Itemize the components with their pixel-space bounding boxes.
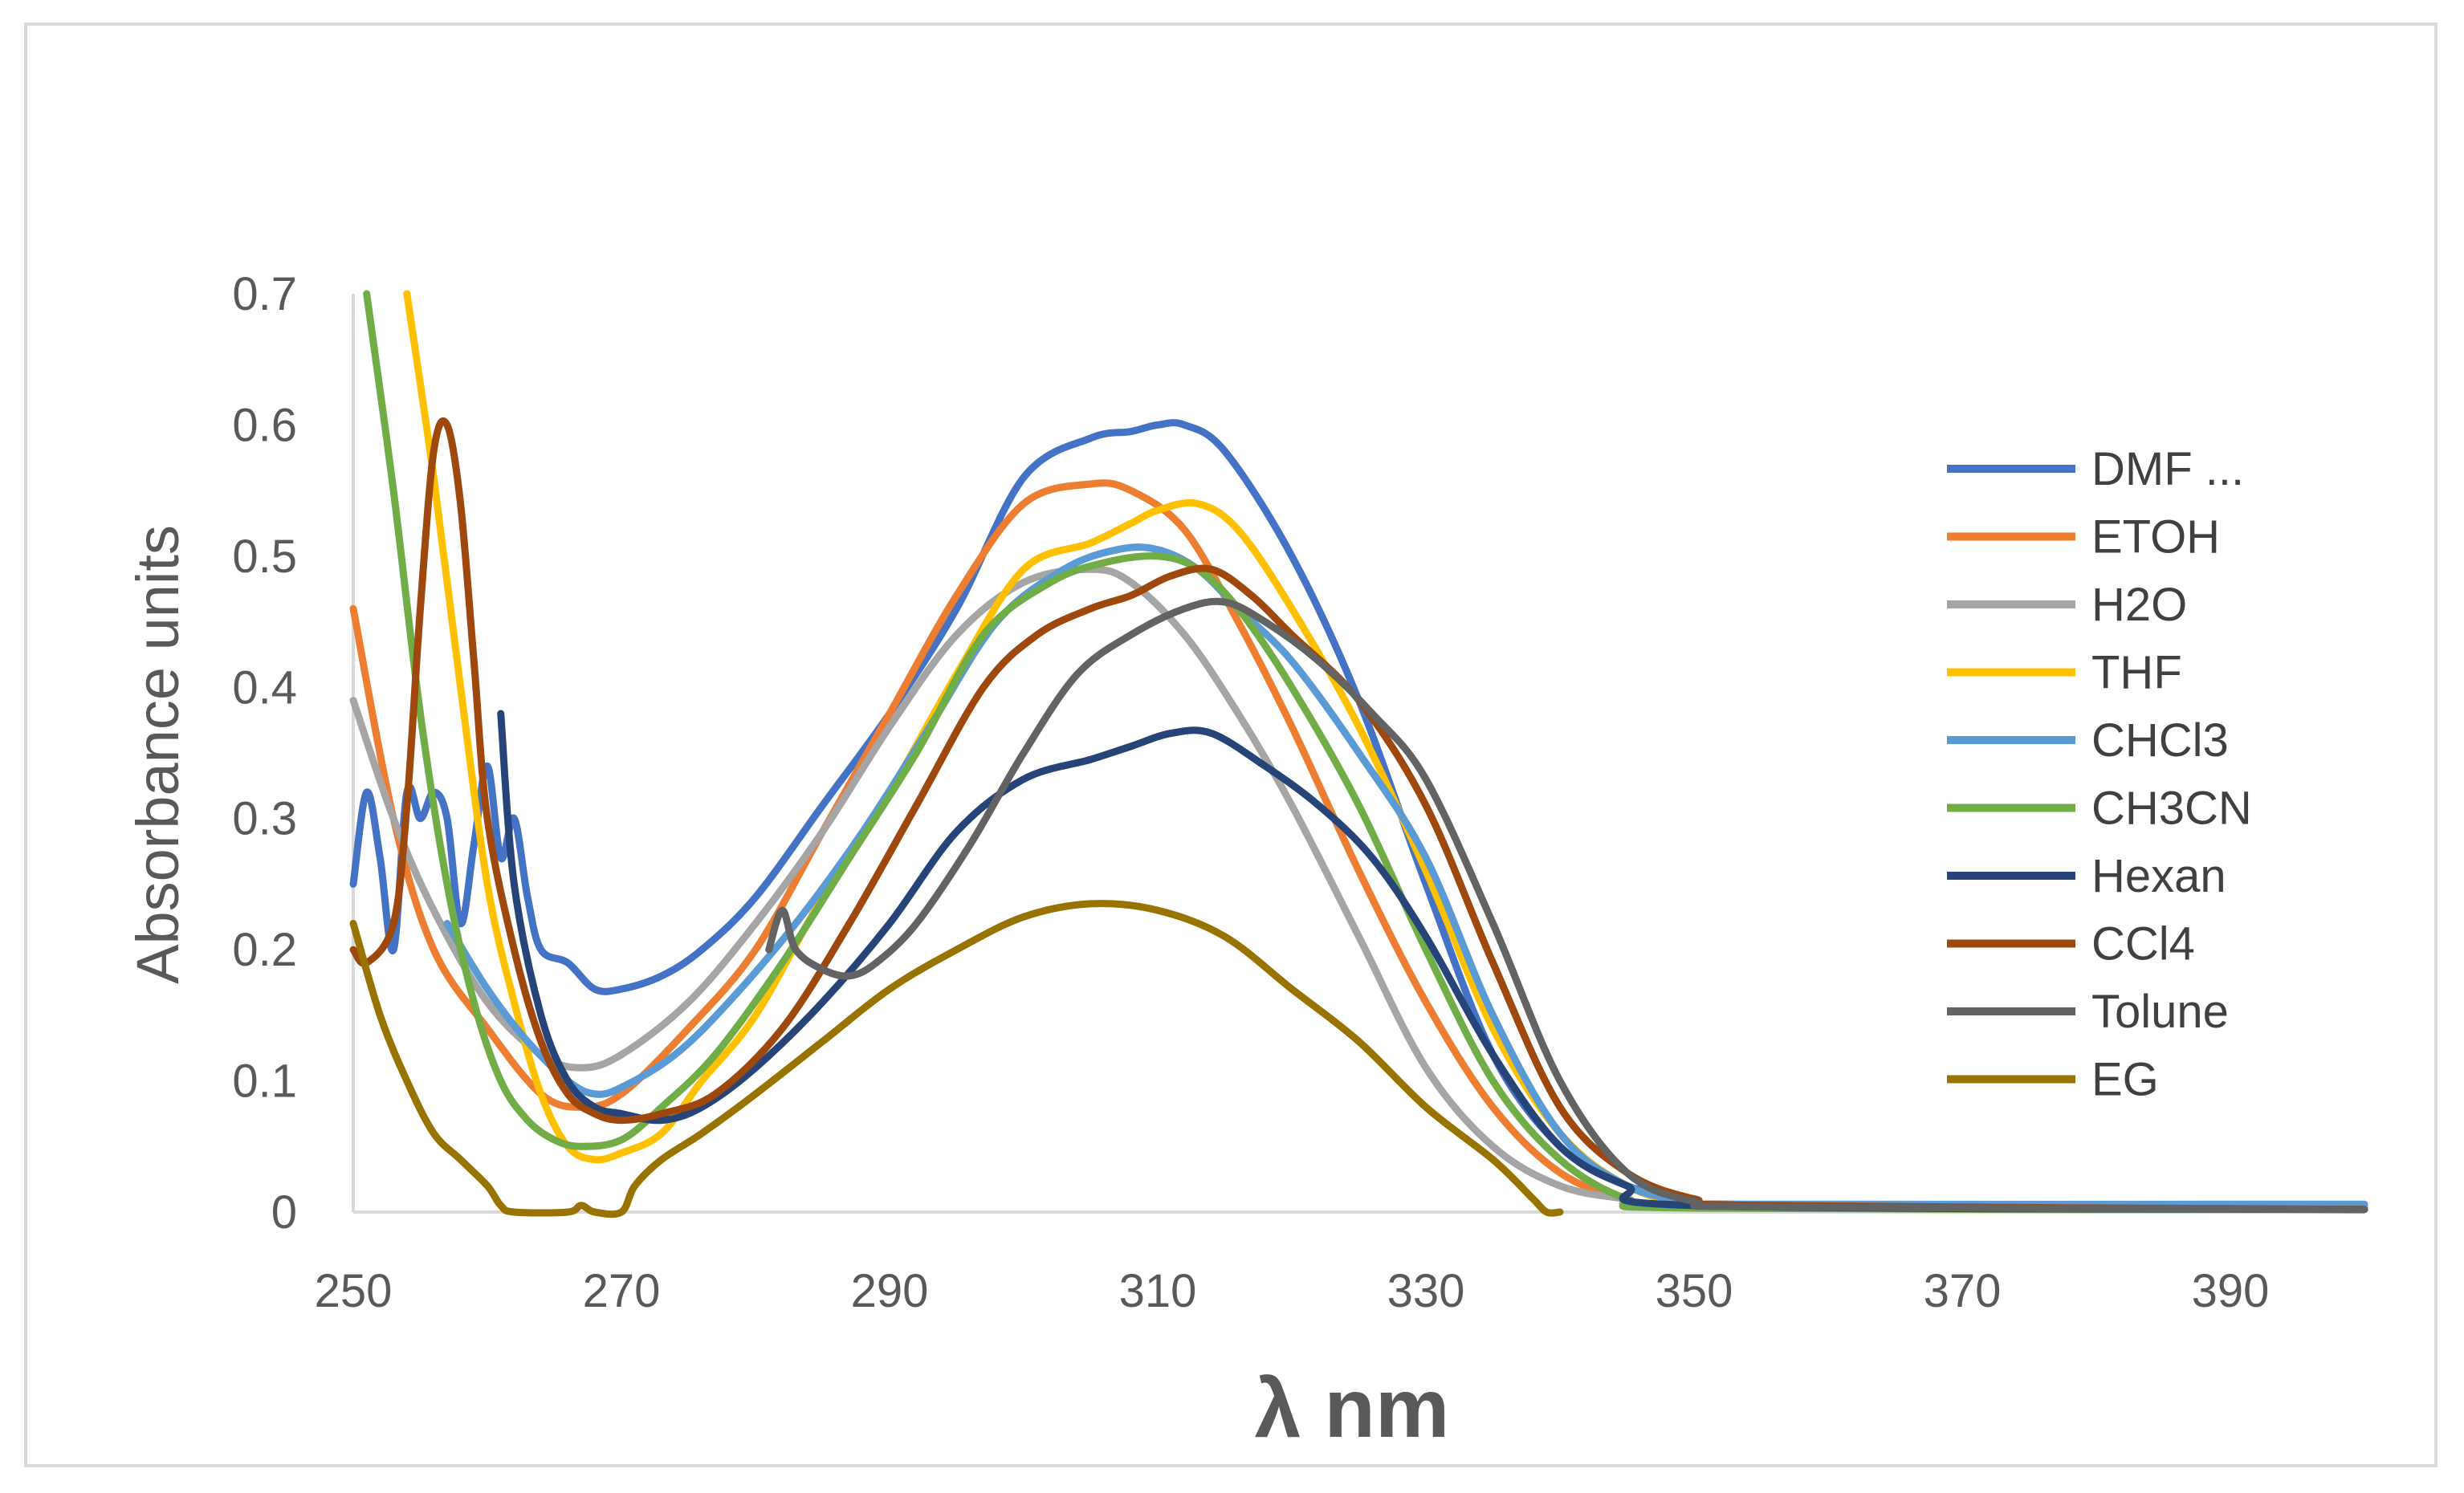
y-tick-labels: 0 0.1 0.2 0.3 0.4 0.5 0.6 0.7 [232, 268, 297, 1239]
x-tick-label: 250 [315, 1265, 393, 1317]
y-tick-label: 0.5 [232, 531, 297, 583]
legend-label: THF [2091, 647, 2182, 699]
series-line-hexan [497, 710, 2368, 1214]
series-line-chcl3 [443, 543, 2368, 1208]
legend-label: CCl4 [2091, 918, 2195, 970]
y-tick-label: 0 [271, 1186, 297, 1239]
legend-label: DMF ... [2091, 443, 2244, 495]
y-tick-label: 0.4 [232, 661, 297, 714]
y-tick-label: 0.1 [232, 1056, 297, 1108]
y-tick-label: 0.3 [232, 793, 297, 845]
y-tick-label: 0.7 [232, 268, 297, 320]
series-line-ch3cn [363, 290, 2368, 1214]
x-tick-label: 270 [583, 1265, 661, 1317]
x-tick-label: 290 [851, 1265, 929, 1317]
x-tick-label: 330 [1387, 1265, 1465, 1317]
series-line-tolune [765, 597, 2368, 1214]
y-tick-label: 0.6 [232, 399, 297, 451]
legend-label: CHCl3 [2091, 714, 2229, 767]
x-tick-label: 370 [1924, 1265, 2002, 1317]
series-lines [349, 290, 2368, 1218]
x-tick-label: 350 [1656, 1265, 1733, 1317]
y-tick-label: 0.2 [232, 924, 297, 976]
x-tick-labels: 250 270 290 310 330 350 370 390 [315, 1265, 2270, 1317]
legend-label: EG [2091, 1054, 2159, 1106]
series-line-ccl4 [349, 417, 2368, 1214]
legend-label: Tolune [2091, 986, 2229, 1038]
x-tick-label: 390 [2192, 1265, 2270, 1317]
x-tick-label: 310 [1119, 1265, 1197, 1317]
legend-label: Hexan [2091, 850, 2226, 902]
legend-label: H2O [2091, 579, 2187, 631]
legend-label: ETOH [2091, 511, 2220, 563]
legend-label: CH3CN [2091, 783, 2252, 835]
legend: DMF ... ETOH H2O THF CHCl3 CH3CN Hexan CCl4 Tolu… [1947, 443, 2252, 1106]
y-axis-label: Absorbance units [124, 525, 191, 984]
series-line-eg [349, 900, 1564, 1218]
x-axis-label: λ nm [1255, 1362, 1450, 1455]
